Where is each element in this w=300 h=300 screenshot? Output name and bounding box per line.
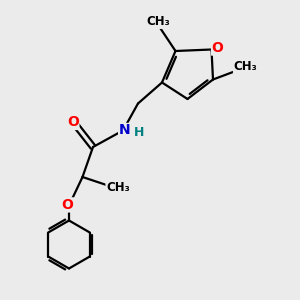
Text: CH₃: CH₃ bbox=[233, 60, 257, 74]
Text: CH₃: CH₃ bbox=[106, 181, 130, 194]
Text: O: O bbox=[67, 116, 79, 129]
Text: N: N bbox=[119, 124, 130, 137]
Text: H: H bbox=[134, 126, 144, 140]
Text: O: O bbox=[212, 41, 224, 55]
Text: O: O bbox=[61, 198, 74, 212]
Text: CH₃: CH₃ bbox=[146, 15, 170, 28]
